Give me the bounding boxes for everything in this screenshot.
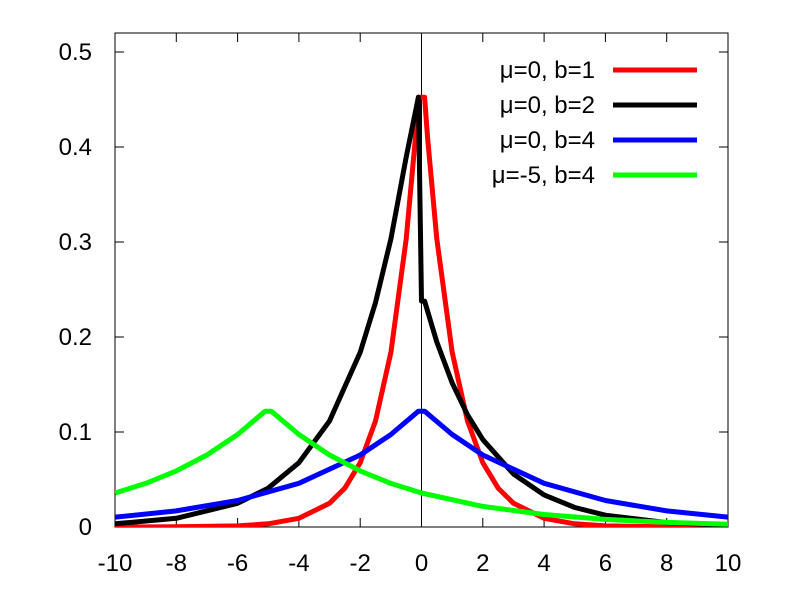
x-tick-label: -4 bbox=[288, 550, 309, 577]
legend-label-4: μ=-5, b=4 bbox=[492, 162, 595, 189]
series-line-2 bbox=[115, 94, 728, 527]
y-tick-label: 0.4 bbox=[59, 134, 92, 161]
axes: -10 -8 -6 -4 -2 0 2 4 6 8 10 0 0.1 0.2 0.3 0.4 0.5 bbox=[59, 32, 742, 577]
series-line-4 bbox=[115, 408, 728, 527]
y-tick-label: 0.5 bbox=[59, 39, 92, 66]
y-tick-label: 0.3 bbox=[59, 229, 92, 256]
x-tick-label: -10 bbox=[98, 550, 133, 577]
x-tick-label: 8 bbox=[660, 550, 673, 577]
x-tick-label: -6 bbox=[227, 550, 248, 577]
x-tick-label: -8 bbox=[166, 550, 187, 577]
y-tick-label: 0.1 bbox=[59, 419, 92, 446]
y-tick-label: 0.2 bbox=[59, 324, 92, 351]
legend-label-3: μ=0, b=4 bbox=[500, 127, 595, 154]
y-tick-label: 0 bbox=[79, 514, 92, 541]
x-tick-label: 4 bbox=[537, 550, 550, 577]
x-tick-label: 2 bbox=[476, 550, 489, 577]
x-tick-label: 0 bbox=[415, 550, 428, 577]
legend: μ=0, b=1 μ=0, b=2 μ=0, b=4 μ=-5, b=4 bbox=[492, 57, 697, 189]
x-tick-label: 10 bbox=[715, 550, 742, 577]
series-lines bbox=[115, 94, 728, 527]
x-tick-label: 6 bbox=[599, 550, 612, 577]
series-line-3 bbox=[115, 408, 728, 520]
legend-label-2: μ=0, b=2 bbox=[500, 92, 595, 119]
legend-label-1: μ=0, b=1 bbox=[500, 57, 595, 84]
x-tick-label: -2 bbox=[350, 550, 371, 577]
